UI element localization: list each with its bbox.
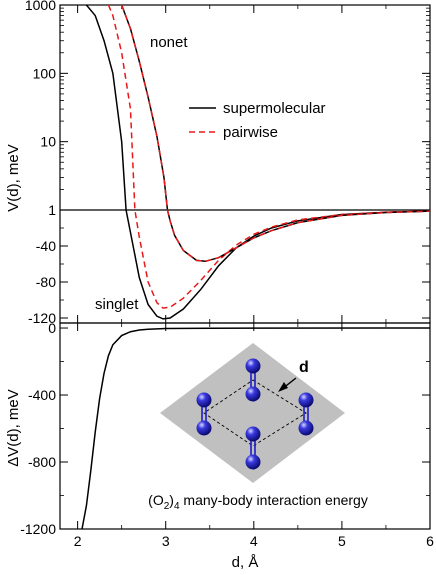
bottom-y-tick-label: -1200 (20, 521, 56, 537)
series-line-pairwise-singlet (107, 5, 430, 309)
series-line-many-body (81, 327, 430, 529)
inset-molecular-diagram: d (160, 343, 345, 483)
top-y-tick-label: -40 (36, 238, 56, 254)
bottom-y-tick-label: -400 (28, 387, 56, 403)
inset-dashed-square (203, 379, 307, 447)
inset-title-suffix: many-body interaction energy (180, 492, 368, 508)
inset-title-prefix: (O (148, 492, 164, 508)
x-axis-label: d, Å (232, 554, 259, 571)
o2-molecule (196, 392, 212, 436)
top-series-group (85, 5, 430, 320)
top-y-tick-label: 1000 (25, 0, 56, 13)
nonet-annotation: nonet (150, 34, 188, 51)
d-arrow-head (278, 382, 288, 392)
oxygen-atom (245, 426, 261, 442)
x-tick-label: 6 (426, 533, 434, 549)
o2-molecule (245, 426, 261, 470)
bottom-plot-frame (59, 322, 431, 530)
oxygen-atom (298, 392, 314, 408)
x-tick-label: 3 (162, 533, 170, 549)
top-y-tick-label: 100 (33, 65, 57, 81)
bottom-y-tick-label: 0 (48, 320, 56, 336)
top-y-tick-label: -80 (36, 274, 56, 290)
top-plot-frame (59, 4, 431, 324)
oxygen-atom (298, 420, 314, 436)
series-line-pairwise-nonet (120, 5, 430, 263)
inset-plane (160, 343, 345, 483)
top-y-tick-label: 10 (40, 134, 56, 150)
oxygen-atom (196, 392, 212, 408)
o2-molecule (298, 392, 314, 436)
bottom-axis-ticks: 0 -400 -800 -1200 (20, 320, 430, 537)
bottom-series-group (81, 327, 430, 529)
top-y-axis-label: V(d), meV (5, 144, 22, 212)
oxygen-atom (196, 420, 212, 436)
x-tick-label: 2 (74, 533, 82, 549)
top-y-tick-label: 1 (48, 202, 56, 218)
inset-title-sub4: 4 (174, 501, 180, 512)
top-y-tick-label: -120 (28, 310, 56, 326)
bottom-y-axis-label: ΔV(d), meV (5, 389, 22, 467)
o2-molecule (245, 358, 261, 402)
inset-title-mid: ) (169, 492, 174, 508)
singlet-annotation: singlet (95, 296, 139, 313)
series-line-supermolecular-singlet (85, 5, 430, 320)
legend-label-pairwise: pairwise (223, 124, 278, 141)
o2-molecules (196, 358, 314, 470)
oxygen-atom (245, 358, 261, 374)
legend: supermolecular pairwise (189, 100, 326, 141)
x-tick-label: 5 (338, 533, 346, 549)
d-distance-label: d (299, 359, 309, 376)
x-axis-ticks: 2 3 4 5 6 (74, 5, 434, 549)
bottom-y-tick-label: -800 (28, 454, 56, 470)
x-tick-label: 4 (250, 533, 258, 549)
inset-title-sub2: 2 (164, 501, 170, 512)
legend-label-supermolecular: supermolecular (223, 100, 326, 117)
oxygen-atom (245, 454, 261, 470)
oxygen-atom (245, 386, 261, 402)
inset-title: (O2)4 many-body interaction energy (148, 492, 368, 512)
top-axis-ticks: 1000 100 10 1 -40 -80 -120 (25, 0, 430, 326)
